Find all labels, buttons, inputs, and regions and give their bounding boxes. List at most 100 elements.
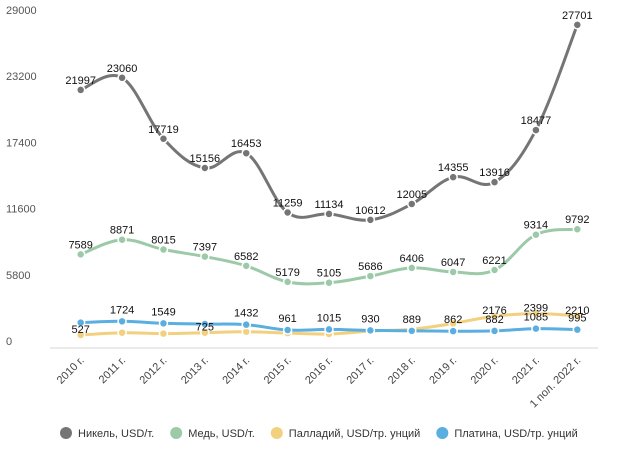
- data-point-copper: [77, 250, 85, 258]
- data-point-copper: [159, 246, 167, 254]
- x-tick-label: 2012 г.: [138, 355, 170, 387]
- data-label-platinum: 1085: [524, 312, 548, 324]
- data-label-platinum: 1549: [151, 306, 175, 318]
- x-tick-label: 2016 г.: [303, 355, 335, 387]
- data-point-nickel: [284, 208, 292, 216]
- x-tick-label: 2019 г.: [427, 355, 459, 387]
- data-label-nickel: 10612: [355, 205, 386, 217]
- legend-label-platinum: Платина, USD/тр. унций: [454, 428, 577, 440]
- y-tick-label: 17400: [6, 137, 37, 149]
- data-label-nickel: 13916: [479, 167, 510, 179]
- x-tick-label: 2015 г.: [262, 355, 294, 387]
- data-label-nickel: 23060: [107, 63, 138, 75]
- data-point-palladium: [159, 330, 167, 338]
- y-tick-label: 11600: [6, 204, 36, 216]
- data-point-platinum: [366, 326, 374, 334]
- legend-label-nickel: Никель, USD/т.: [78, 428, 154, 440]
- x-tick-label: 2021 г.: [510, 355, 542, 387]
- data-label-copper: 8015: [151, 235, 175, 247]
- legend-marker-nickel: [60, 427, 72, 439]
- data-point-platinum: [532, 325, 540, 333]
- data-point-copper: [284, 278, 292, 286]
- y-tick-label: 29000: [6, 5, 37, 17]
- data-label-platinum: 1432: [234, 308, 258, 320]
- data-point-nickel: [449, 173, 457, 181]
- x-tick-label: 2013 г.: [179, 355, 211, 387]
- series-line-nickel: [81, 25, 578, 220]
- line-chart: 0 5800 11600 17400 23200 29000 2010 г. 2011 г. 2…: [0, 0, 626, 454]
- y-tick-label: 0: [6, 336, 12, 348]
- data-label-copper: 5686: [358, 261, 382, 273]
- legend-label-palladium: Палладий, USD/тр. унций: [289, 428, 421, 440]
- x-tick-label: 2020 г.: [469, 355, 501, 387]
- data-point-nickel: [573, 21, 581, 29]
- data-point-copper: [573, 225, 581, 233]
- y-tick-label: 23200: [6, 71, 37, 83]
- data-point-nickel: [366, 216, 374, 224]
- data-label-nickel: 18477: [521, 115, 552, 127]
- data-label-copper: 9314: [524, 220, 548, 232]
- data-point-copper: [242, 262, 250, 270]
- y-tick-label: 5800: [6, 270, 30, 282]
- data-point-nickel: [118, 74, 126, 82]
- data-label-nickel: 11259: [273, 197, 303, 209]
- data-point-nickel: [242, 149, 250, 157]
- data-point-platinum: [408, 327, 416, 335]
- data-point-nickel: [408, 200, 416, 208]
- data-label-copper: 6221: [482, 255, 506, 267]
- data-label-platinum: 862: [444, 314, 462, 326]
- x-tick-label: 2017 г.: [344, 355, 376, 387]
- x-tick-label: 2018 г.: [386, 355, 418, 387]
- data-label-platinum: 882: [485, 314, 503, 326]
- data-point-nickel: [491, 178, 499, 186]
- data-label-nickel: 15156: [190, 153, 221, 165]
- data-label-platinum: 889: [403, 314, 421, 326]
- data-label-nickel: 12005: [396, 189, 427, 201]
- data-point-copper: [366, 272, 374, 280]
- data-point-platinum: [449, 327, 457, 335]
- data-point-platinum: [159, 319, 167, 327]
- data-point-nickel: [532, 126, 540, 134]
- data-label-copper: 5179: [275, 267, 299, 279]
- data-point-copper: [201, 253, 209, 261]
- data-label-copper: 7397: [193, 242, 217, 254]
- legend-marker-palladium: [271, 427, 283, 439]
- legend-label-copper: Медь, USD/т.: [188, 428, 255, 440]
- data-label-platinum: 1015: [317, 312, 341, 324]
- x-tick-label: 2010 г.: [55, 355, 87, 387]
- data-point-platinum: [573, 326, 581, 334]
- data-label-palladium: 527: [72, 324, 90, 336]
- data-label-platinum: 995: [568, 313, 586, 325]
- data-point-platinum: [491, 327, 499, 335]
- data-point-palladium: [118, 329, 126, 337]
- data-point-platinum: [118, 317, 126, 325]
- data-point-nickel: [325, 210, 333, 218]
- data-label-platinum: 930: [361, 313, 379, 325]
- data-label-nickel: 11134: [315, 199, 344, 211]
- data-point-platinum: [242, 321, 250, 329]
- data-label-copper: 6582: [234, 251, 258, 263]
- chart-container: 0 5800 11600 17400 23200 29000 2010 г. 2011 г. 2…: [0, 0, 626, 454]
- x-tick-label: 2011 г.: [97, 355, 128, 386]
- data-label-copper: 6047: [441, 257, 465, 269]
- data-point-platinum: [284, 326, 292, 334]
- data-label-copper: 8871: [110, 225, 134, 237]
- data-label-copper: 7589: [68, 239, 92, 251]
- data-point-copper: [325, 279, 333, 287]
- data-label-palladium: 725: [196, 322, 214, 334]
- data-label-platinum: 1724: [110, 304, 134, 316]
- data-point-nickel: [159, 135, 167, 143]
- legend-marker-copper: [170, 427, 182, 439]
- x-tick-label: 2014 г.: [220, 355, 252, 387]
- data-label-copper: 6406: [400, 253, 424, 265]
- data-point-copper: [491, 266, 499, 274]
- data-point-nickel: [201, 164, 209, 172]
- data-label-copper: 5105: [317, 268, 341, 280]
- legend-marker-platinum: [436, 427, 448, 439]
- data-label-nickel: 27701: [562, 10, 593, 22]
- data-label-platinum: 961: [278, 313, 296, 325]
- data-point-copper: [118, 236, 126, 244]
- data-label-nickel: 17719: [148, 124, 179, 136]
- data-label-nickel: 21997: [65, 75, 96, 87]
- data-label-nickel: 14355: [438, 162, 469, 174]
